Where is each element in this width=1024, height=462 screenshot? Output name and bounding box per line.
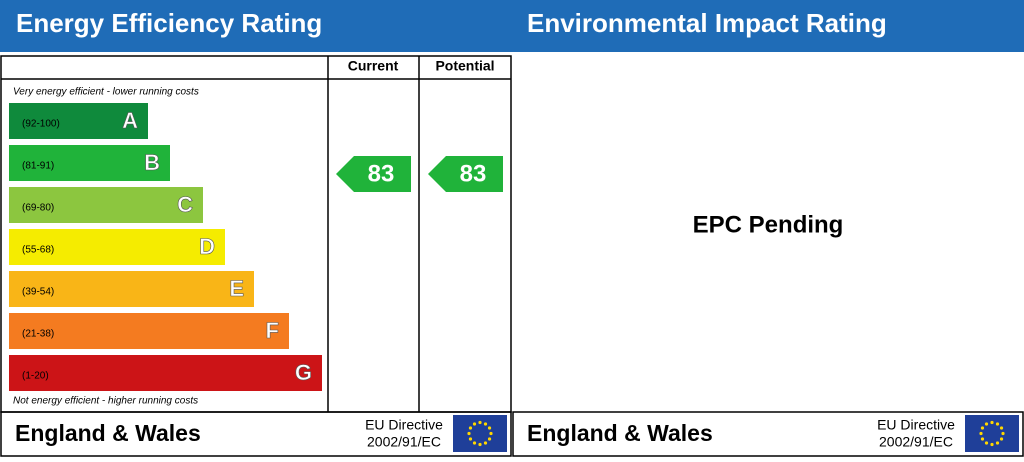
eu-star (990, 420, 994, 425)
band-letter: F (266, 318, 279, 343)
bottom-note: Not energy efficient - higher running co… (13, 396, 198, 407)
eu-star (472, 422, 477, 426)
region: England & Wales (527, 420, 713, 446)
band-range: (92-100) (22, 119, 60, 130)
band-letter: B (144, 150, 160, 175)
directive-code: 2002/91/EC (367, 434, 441, 450)
band-range: (81-91) (22, 161, 54, 172)
directive: EU Directive (365, 417, 443, 433)
eu-star (979, 431, 983, 436)
eu-star (487, 437, 492, 441)
eu-star (478, 420, 482, 425)
band-range: (39-54) (22, 287, 54, 298)
band-range: (1-20) (22, 371, 49, 382)
eu-star (467, 431, 471, 436)
directive: EU Directive (877, 417, 955, 433)
band-range: (55-68) (22, 245, 54, 256)
eu-flag (965, 415, 1019, 452)
eu-star (489, 431, 493, 436)
eu-star (995, 441, 1000, 445)
rating-value: 83 (460, 160, 487, 187)
eu-star (999, 437, 1004, 441)
band (9, 355, 322, 391)
eu-star (980, 437, 985, 441)
header-bar (0, 0, 512, 52)
eu-star (478, 442, 482, 447)
band (9, 313, 289, 349)
band (9, 271, 254, 307)
band (9, 103, 148, 139)
band-letter: D (199, 234, 215, 259)
region: England & Wales (15, 420, 201, 446)
eu-star (999, 426, 1004, 430)
eu-star (995, 422, 1000, 426)
rating-value: 83 (368, 160, 395, 187)
band-letter: E (229, 276, 244, 301)
eu-star (984, 441, 989, 445)
band-letter: G (295, 360, 312, 385)
band (9, 145, 170, 181)
eu-star (980, 426, 985, 430)
band-range: (21-38) (22, 329, 54, 340)
rating-arrow (428, 156, 503, 192)
eu-star (468, 426, 473, 430)
eu-star (487, 426, 492, 430)
eu-star (990, 442, 994, 447)
status: EPC Pending (693, 211, 844, 238)
band-range: (69-80) (22, 203, 54, 214)
table-frame (0, 55, 1024, 457)
band-letter: C (177, 192, 193, 217)
eu-flag (453, 415, 507, 452)
top-note: Very energy efficient - lower running co… (13, 87, 199, 98)
rating-arrow (336, 156, 411, 192)
column-header: Potential (435, 58, 494, 74)
eu-star (483, 441, 488, 445)
panel-title: Energy Efficiency Rating (16, 8, 322, 38)
eu-star (1001, 431, 1005, 436)
panel-title: Environmental Impact Rating (527, 8, 887, 38)
directive-code: 2002/91/EC (879, 434, 953, 450)
eu-star (468, 437, 473, 441)
band (9, 229, 225, 265)
band (9, 187, 203, 223)
column-header: Current (348, 58, 399, 74)
band-letter: A (122, 108, 138, 133)
eu-star (483, 422, 488, 426)
eu-star (472, 441, 477, 445)
header-bar (512, 0, 1024, 52)
eu-star (984, 422, 989, 426)
